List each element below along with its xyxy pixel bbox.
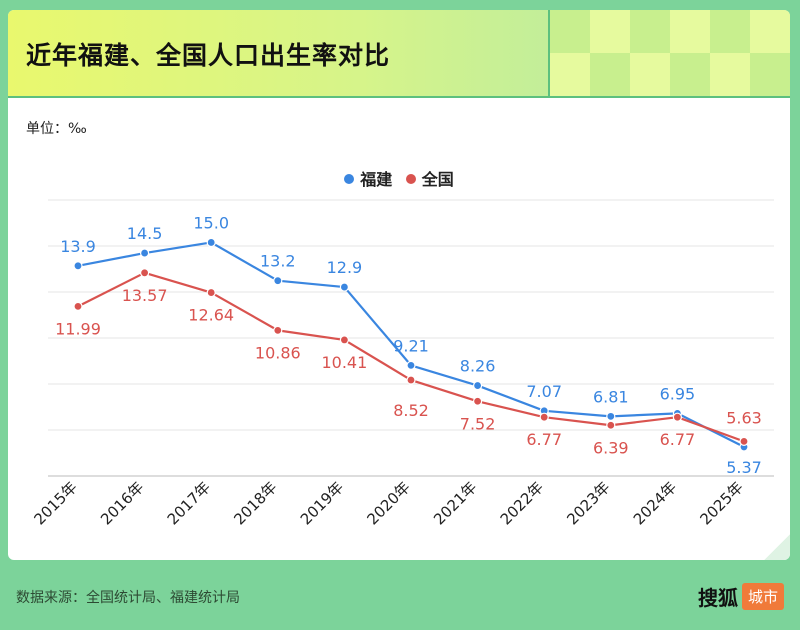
chart-title: 近年福建、全国人口出生率对比: [26, 41, 391, 70]
data-label-national: 10.41: [321, 353, 367, 372]
data-point-national: [606, 420, 616, 430]
data-label-fujian: 7.07: [526, 382, 562, 401]
data-source: 数据来源：全国统计局、福建统计局: [16, 590, 240, 606]
data-point-national: [672, 412, 683, 422]
x-tick-label: 2019年: [297, 478, 347, 528]
data-label-fujian: 6.95: [660, 384, 696, 403]
data-label-fujian: 8.26: [460, 357, 496, 376]
x-tick-label: 2015年: [30, 478, 80, 528]
checker-cell: [630, 53, 670, 96]
data-label-national: 8.52: [393, 401, 429, 420]
checker-cell: [670, 10, 710, 53]
data-point-national: [473, 396, 483, 406]
data-label-national: 5.63: [726, 408, 762, 427]
checker-cell: [550, 53, 590, 96]
data-label-national: 10.86: [255, 343, 301, 362]
x-tick-label: 2025年: [696, 478, 746, 528]
legend-item-fujian[interactable]: 福建: [344, 166, 392, 190]
x-tick-label: 2021年: [430, 478, 480, 528]
data-point-fujian: [73, 261, 83, 271]
data-label-fujian: 6.81: [593, 387, 629, 406]
unit-label: 单位：‰: [26, 121, 87, 137]
brand-tag: 城市: [741, 583, 784, 610]
brand-name: 搜狐: [697, 586, 738, 610]
data-label-national: 7.52: [460, 414, 496, 433]
x-tick-label: 2020年: [363, 478, 413, 528]
page-fold-corner: [764, 534, 790, 560]
chart-card: 近年福建、全国人口出生率对比 单位：‰ 福建 全国 2015年 2016年 2017…: [8, 10, 790, 560]
data-label-fujian: 13.2: [260, 252, 296, 271]
x-tick-label: 2017年: [164, 478, 214, 528]
data-label-fujian: 14.5: [127, 224, 163, 243]
data-label-fujian: 12.9: [327, 258, 363, 277]
data-label-fujian: 5.37: [726, 458, 762, 477]
data-label-national: 6.77: [526, 430, 562, 449]
x-tick-label: 2022年: [497, 478, 547, 528]
checker-cell: [630, 10, 670, 53]
data-label-national: 12.64: [188, 306, 234, 325]
checker-decoration: [548, 10, 790, 96]
data-point-national: [406, 375, 416, 385]
checker-cell: [750, 10, 790, 53]
data-point-national: [206, 287, 216, 298]
legend: 福建 全国: [8, 166, 790, 190]
line-chart: 2015年 2016年 2017年 2018年 2019年 2020年 2021年 2022年…: [30, 199, 774, 528]
x-tick-label: 2018年: [230, 478, 280, 528]
checker-cell: [550, 10, 590, 53]
data-point-fujian: [606, 411, 616, 421]
data-point-national: [140, 268, 150, 278]
x-tick-label: 2024年: [630, 478, 680, 528]
checker-cell: [750, 53, 790, 96]
legend-dot-fujian: [344, 174, 355, 184]
data-point-fujian: [140, 248, 150, 258]
legend-label-fujian: 福建: [360, 170, 393, 189]
data-point-fujian: [406, 360, 416, 370]
brand-logo: 搜狐 城市: [698, 582, 784, 611]
checker-cell: [710, 10, 750, 53]
legend-item-national[interactable]: 全国: [405, 166, 454, 190]
data-label-national: 6.39: [593, 438, 629, 457]
data-label-fujian: 9.21: [393, 336, 429, 355]
checker-cell: [590, 53, 630, 96]
data-point-national: [339, 335, 349, 345]
checker-cell: [670, 53, 710, 96]
x-tick-label: 2023年: [563, 478, 613, 528]
x-tick-label: 2016年: [97, 478, 147, 528]
data-label-national: 13.57: [122, 286, 168, 305]
data-point-fujian: [339, 282, 349, 292]
data-point-national: [73, 301, 83, 311]
data-label-national: 11.99: [55, 319, 101, 338]
legend-label-national: 全国: [421, 170, 454, 189]
checker-cell: [590, 10, 630, 53]
data-point-national: [273, 325, 283, 335]
title-bar: 近年福建、全国人口出生率对比: [8, 10, 790, 98]
data-label-fujian: 15.0: [193, 213, 229, 232]
data-point-fujian: [206, 237, 216, 248]
checker-cell: [710, 53, 750, 96]
data-point-national: [539, 412, 549, 422]
data-point-national: [739, 436, 749, 446]
data-label-fujian: 13.9: [60, 237, 96, 256]
data-label-national: 6.77: [660, 430, 696, 449]
data-point-fujian: [473, 380, 483, 391]
data-point-fujian: [273, 276, 283, 286]
legend-dot-national: [405, 174, 416, 184]
